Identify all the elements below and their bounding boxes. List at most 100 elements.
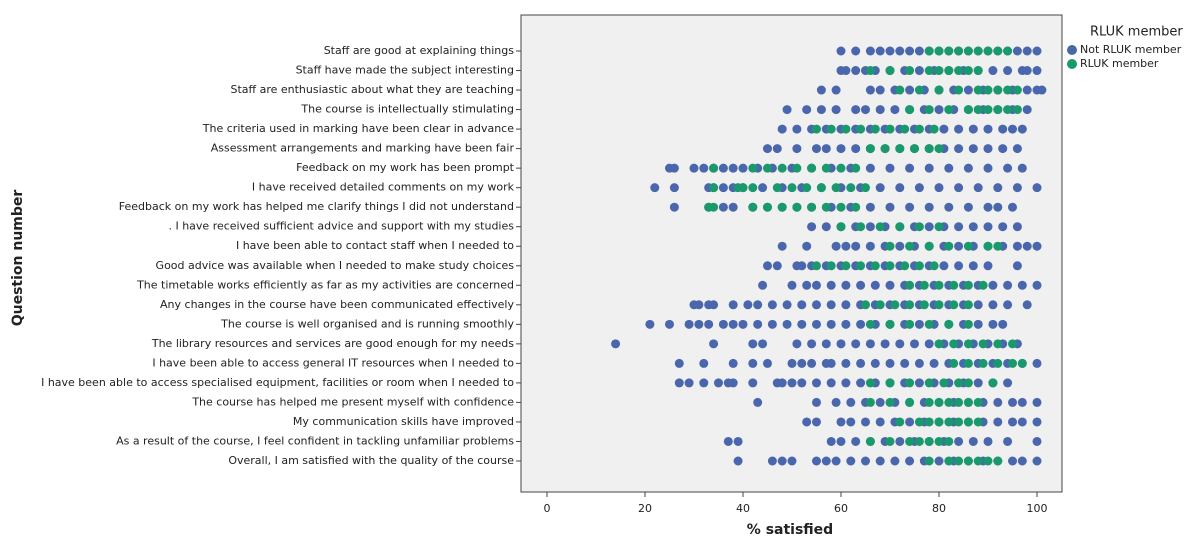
dot [944, 417, 954, 427]
dot [841, 66, 851, 76]
dot [924, 222, 934, 232]
dot [674, 378, 684, 388]
dot [728, 163, 738, 173]
dot [968, 436, 978, 446]
dot [1022, 241, 1032, 251]
dot [973, 397, 983, 407]
dot [831, 85, 841, 95]
dot [973, 417, 983, 427]
dot [709, 300, 719, 310]
dot [914, 124, 924, 134]
dot [797, 319, 807, 329]
dot [851, 46, 861, 56]
dot [811, 124, 821, 134]
dot [988, 378, 998, 388]
dot [954, 241, 964, 251]
legend-label: RLUK member [1080, 57, 1159, 70]
dot [983, 46, 993, 56]
dot [713, 378, 723, 388]
dot [934, 222, 944, 232]
legend-marker [1067, 59, 1077, 69]
dot [767, 319, 777, 329]
dot [748, 202, 758, 212]
dot [993, 202, 1003, 212]
dot [748, 163, 758, 173]
dot [895, 85, 905, 95]
dot [914, 378, 924, 388]
dot [919, 300, 929, 310]
y-tick-label: The course is intellectually stimulating [300, 103, 514, 116]
y-tick-label: Staff are enthusiastic about what they a… [230, 83, 514, 96]
dot [934, 300, 944, 310]
dot [777, 456, 787, 466]
dot [914, 358, 924, 368]
dot [1032, 280, 1042, 290]
dot [792, 163, 802, 173]
dot [914, 261, 924, 271]
dot [1032, 46, 1042, 56]
dot [963, 358, 973, 368]
dot [993, 397, 1003, 407]
dot [924, 378, 934, 388]
dot [900, 261, 910, 271]
dot [983, 85, 993, 95]
dot [797, 378, 807, 388]
dot [988, 66, 998, 76]
dot [914, 183, 924, 193]
dot [890, 456, 900, 466]
dot [777, 202, 787, 212]
dot [944, 397, 954, 407]
dot [924, 144, 934, 154]
dot [914, 319, 924, 329]
dot [865, 202, 875, 212]
dot [821, 456, 831, 466]
dot [1003, 85, 1013, 95]
dot [924, 163, 934, 173]
dot [1032, 397, 1042, 407]
dot [914, 46, 924, 56]
dot [1012, 105, 1022, 115]
dot [905, 378, 915, 388]
dot [836, 339, 846, 349]
dot [973, 105, 983, 115]
dot [836, 163, 846, 173]
dot [684, 319, 694, 329]
dot [954, 456, 964, 466]
dot [1017, 397, 1027, 407]
dot [865, 319, 875, 329]
dot [772, 144, 782, 154]
dot [811, 319, 821, 329]
dot [841, 319, 851, 329]
dot [885, 436, 895, 446]
x-tick-label: 60 [834, 502, 848, 515]
legend-marker [1067, 45, 1077, 55]
dot [1022, 85, 1032, 95]
dot [699, 358, 709, 368]
dot [870, 358, 880, 368]
dot [944, 319, 954, 329]
dot [851, 436, 861, 446]
dot [650, 183, 660, 193]
dot [772, 261, 782, 271]
dot [1008, 358, 1018, 368]
dot [963, 280, 973, 290]
dot [1012, 183, 1022, 193]
dot [777, 163, 787, 173]
dot [792, 339, 802, 349]
dot [954, 436, 964, 446]
dot [836, 417, 846, 427]
dot [968, 261, 978, 271]
dot [777, 241, 787, 251]
dot [1032, 358, 1042, 368]
dot [905, 280, 915, 290]
dot [885, 261, 895, 271]
y-tick-label: As a result of the course, I feel confid… [116, 434, 514, 447]
dot [851, 144, 861, 154]
y-tick-label: Assessment arrangements and marking have… [211, 142, 515, 155]
dot [1003, 280, 1013, 290]
dot [841, 124, 851, 134]
dot [831, 397, 841, 407]
dot [865, 85, 875, 95]
dot [821, 144, 831, 154]
